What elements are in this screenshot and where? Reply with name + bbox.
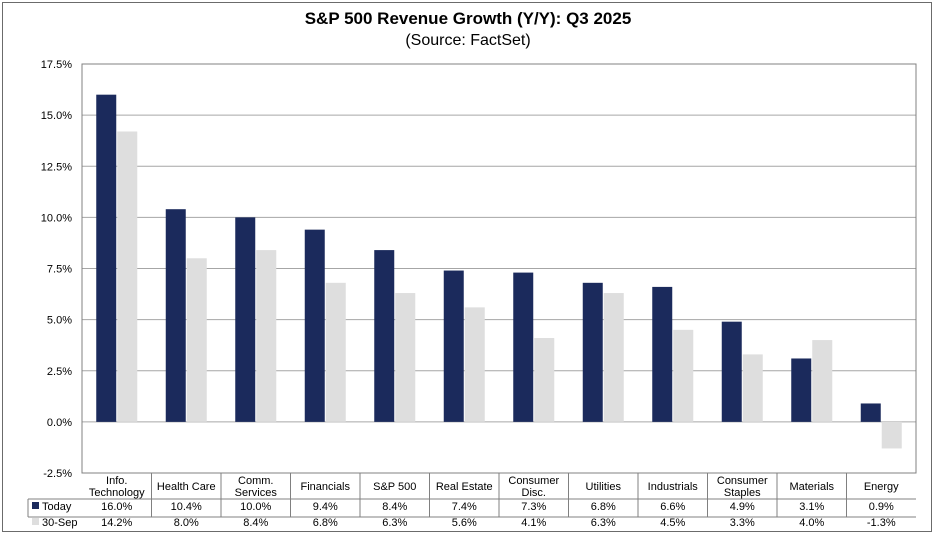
data-label: 6.3% (382, 517, 407, 529)
y-tick-label: 12.5% (41, 161, 72, 173)
data-label: 4.1% (521, 517, 546, 529)
category-label: Info. (106, 475, 127, 487)
chart-subtitle: (Source: FactSet) (405, 32, 531, 49)
bar-30-sep (673, 329, 694, 422)
category-label: Materials (789, 481, 834, 493)
category-label: Services (235, 487, 278, 499)
data-label: 9.4% (313, 501, 338, 513)
bar-30-sep (881, 421, 902, 449)
category-label: Industrials (648, 481, 699, 493)
y-tick-label: 2.5% (47, 366, 72, 378)
data-label: 6.8% (591, 501, 616, 513)
category-label: Health Care (157, 481, 216, 493)
data-label: 10.4% (171, 501, 202, 513)
bar-30-sep (464, 307, 485, 422)
bar-30-sep (117, 131, 138, 422)
data-label: 7.4% (452, 501, 477, 513)
bar-30-sep (534, 338, 555, 422)
bar-today (791, 358, 812, 422)
category-label: Utilities (586, 481, 622, 493)
y-tick-label: 0.0% (47, 417, 72, 429)
bar-today (443, 270, 464, 422)
data-label: 8.0% (174, 517, 199, 529)
data-label: 16.0% (101, 501, 132, 513)
legend-key-today (32, 502, 39, 509)
bar-today (582, 282, 603, 422)
bar-30-sep (812, 340, 833, 422)
bar-today (165, 209, 186, 422)
data-label: 6.6% (660, 501, 685, 513)
bar-today (374, 250, 395, 422)
bar-30-sep (256, 250, 277, 422)
y-tick-label: -2.5% (43, 468, 72, 480)
data-label: 8.4% (382, 501, 407, 513)
category-label: Staples (724, 487, 761, 499)
category-label: Consumer (508, 475, 559, 487)
legend-label-today: Today (42, 501, 72, 513)
data-label: 3.3% (730, 517, 755, 529)
bar-30-sep (395, 293, 416, 422)
y-tick-label: 10.0% (41, 212, 72, 224)
data-label: 4.9% (730, 501, 755, 513)
y-tick-label: 5.0% (47, 315, 72, 327)
bar-today (860, 403, 881, 422)
bar-30-sep (186, 258, 207, 422)
category-label: Disc. (522, 487, 546, 499)
category-label: S&P 500 (373, 481, 416, 493)
y-tick-label: 7.5% (47, 264, 72, 276)
data-label: 3.1% (799, 501, 824, 513)
bar-today (513, 272, 534, 422)
data-label: 0.9% (869, 501, 894, 513)
category-label: Technology (89, 487, 145, 499)
data-label: 4.0% (799, 517, 824, 529)
chart-title: S&P 500 Revenue Growth (Y/Y): Q3 2025 (304, 9, 632, 28)
category-label: Real Estate (436, 481, 493, 493)
bar-today (96, 94, 117, 422)
data-label: 7.3% (521, 501, 546, 513)
legend-label-30-sep: 30-Sep (42, 517, 77, 529)
bar-today (304, 229, 325, 422)
data-label: 5.6% (452, 517, 477, 529)
category-label: Energy (864, 481, 899, 493)
data-label: 8.4% (243, 517, 268, 529)
bar-today (721, 321, 742, 422)
bar-30-sep (603, 293, 624, 422)
bar-30-sep (325, 282, 346, 422)
data-label: 4.5% (660, 517, 685, 529)
legend-key-30-sep (32, 518, 39, 525)
data-label: 10.0% (240, 501, 271, 513)
category-label: Comm. (238, 475, 273, 487)
y-tick-label: 15.0% (41, 110, 72, 122)
bar-today (235, 217, 256, 422)
y-tick-label: 17.5% (41, 59, 72, 71)
data-label: -1.3% (867, 517, 896, 529)
data-label: 6.8% (313, 517, 338, 529)
bar-today (652, 286, 673, 422)
category-label: Consumer (717, 475, 768, 487)
category-label: Financials (300, 481, 350, 493)
bar-30-sep (742, 354, 763, 422)
data-label: 6.3% (591, 517, 616, 529)
data-label: 14.2% (101, 517, 132, 529)
